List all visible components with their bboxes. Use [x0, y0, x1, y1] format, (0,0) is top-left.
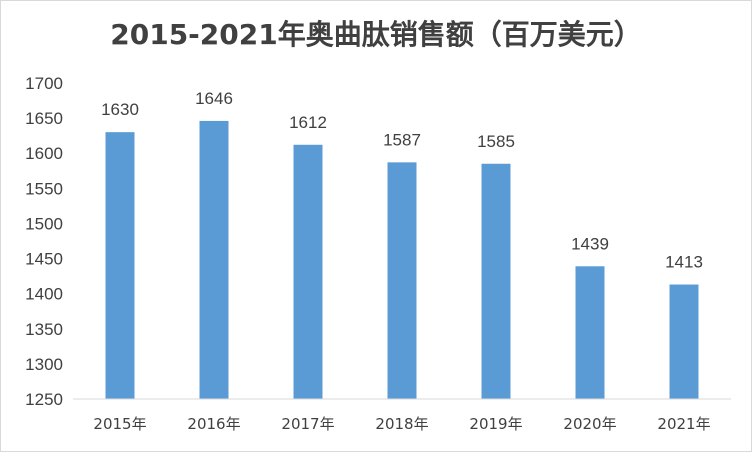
y-tick-label: 1250	[25, 390, 63, 409]
bar	[669, 284, 699, 399]
bar	[387, 162, 417, 399]
data-label: 1587	[383, 130, 421, 149]
x-tick-label: 2017年	[281, 415, 334, 433]
y-tick-label: 1550	[25, 179, 63, 198]
y-tick-label: 1400	[25, 285, 63, 304]
x-tick-label: 2020年	[563, 415, 616, 433]
y-tick-label: 1650	[25, 109, 63, 128]
bar	[199, 120, 229, 400]
x-tick-label: 2016年	[187, 415, 240, 433]
y-axis: 1250 1300 1350 1400 1450 1500 1550 1600 1650 1700	[25, 74, 63, 409]
data-label: 1413	[665, 253, 703, 272]
y-tick-label: 1700	[25, 74, 63, 93]
bar	[481, 163, 511, 399]
x-tick-label: 2019年	[469, 415, 522, 433]
y-tick-label: 1350	[25, 320, 63, 339]
x-tick-label: 2018年	[375, 415, 428, 433]
data-label: 1646	[195, 89, 233, 108]
data-label: 1585	[477, 132, 515, 151]
y-tick-label: 1600	[25, 144, 63, 163]
bar	[293, 144, 323, 399]
bars: 1630 1646 1612 1587 1585 1439 1413	[101, 89, 703, 400]
y-tick-label: 1300	[25, 355, 63, 374]
x-axis: 2015年 2016年 2017年 2018年 2019年 2020年 2021年	[73, 398, 731, 433]
y-tick-label: 1500	[25, 214, 63, 233]
data-label: 1439	[571, 234, 609, 253]
x-tick-label: 2021年	[657, 415, 710, 433]
bar	[575, 266, 605, 399]
y-tick-label: 1450	[25, 250, 63, 269]
data-label: 1630	[101, 100, 139, 119]
bar	[105, 132, 135, 399]
x-tick-label: 2015年	[93, 415, 146, 433]
chart-title: 2015-2021年奥曲肽销售额（百万美元）	[110, 18, 642, 51]
data-label: 1612	[289, 113, 327, 132]
